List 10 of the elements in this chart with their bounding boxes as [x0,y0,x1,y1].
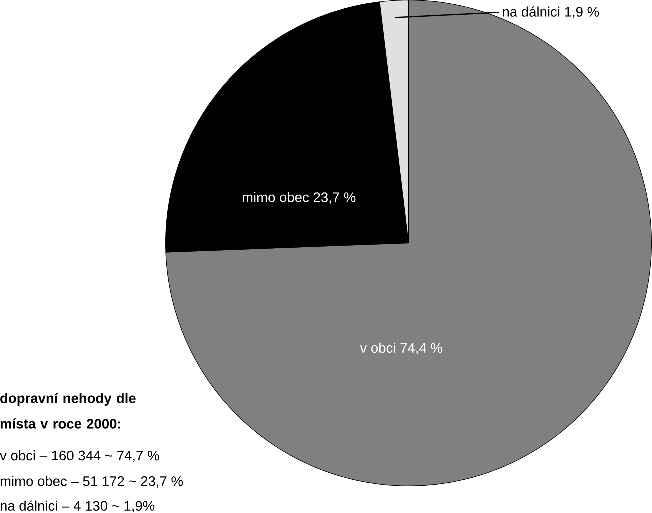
data-label: 1,9 % [565,7,600,19]
text: mimo obec – 51 172 ~ 23,7 % [0,476,184,488]
slice-label: v obci [360,343,396,354]
slice-label: na dálnici [503,6,560,18]
data-label: 74,4 % [400,344,442,355]
data-label: 23,7 % [314,192,356,204]
text: v obci – 160 344 ~ 74,7 % [0,450,160,462]
text: na dálnici – 4 130 ~ 1,9% [0,500,155,513]
slice-label: mimo obec [242,192,310,203]
text: dopravní nehody dle místa v roce 2000: [0,393,136,430]
